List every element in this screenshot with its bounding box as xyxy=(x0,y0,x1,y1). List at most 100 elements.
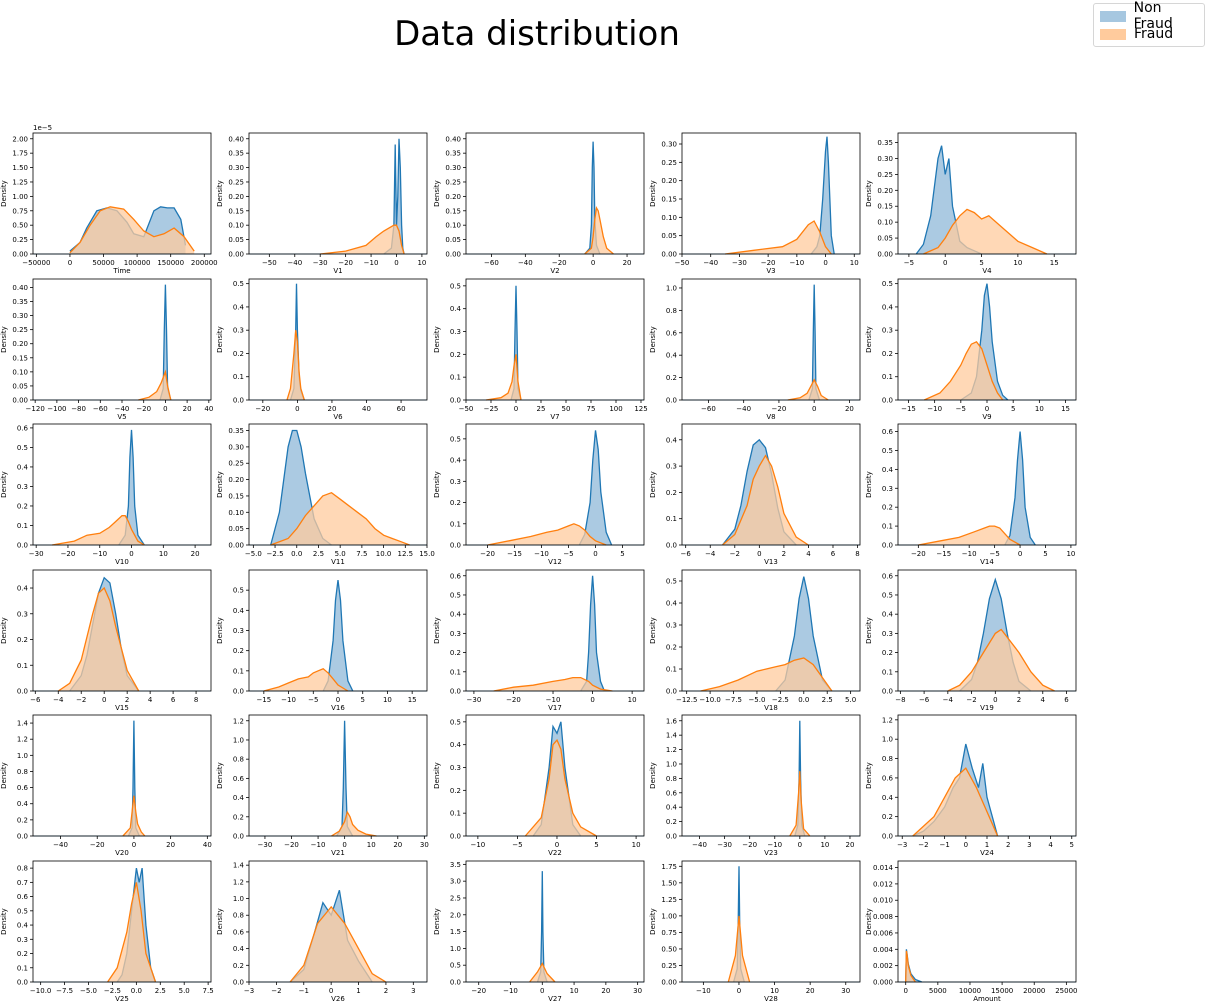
y-tick-label: 2.5 xyxy=(450,894,461,902)
x-tick-label: −1 xyxy=(939,841,949,849)
subplot-v7: −50 −25 0 25 50 75 100 125 0.0 0.1 0.2 0.3 0.4 0.5 V7 D… xyxy=(433,278,648,421)
x-tick-label: 12.5 xyxy=(397,550,413,558)
y-tick-label: 0.2 xyxy=(233,813,244,821)
x-tick-label: −80 xyxy=(71,405,86,413)
x-tick-label: 6 xyxy=(171,696,176,704)
x-tick-label: −30 xyxy=(258,841,273,849)
x-tick-label: −12.5 xyxy=(676,696,697,704)
y-tick-label: 0.1 xyxy=(882,523,893,531)
y-tick-label: 0.1 xyxy=(233,667,244,675)
x-tick-label: −30 xyxy=(313,259,328,267)
x-tick-label: 5 xyxy=(1011,405,1015,413)
density-area-fraud xyxy=(525,740,597,836)
x-tick-label: 3 xyxy=(1027,841,1031,849)
y-tick-label: 1.6 xyxy=(666,717,678,725)
density-line-fraud xyxy=(905,950,916,983)
axis-offset-text: 1e−5 xyxy=(33,124,52,132)
y-tick-label: 0.6 xyxy=(450,572,462,580)
subplot-v13: −6 −4 −2 0 2 4 6 8 0.0 0.1 0.2 0.3 0.4 V13 Density xyxy=(649,423,861,566)
x-tick-label: 25 xyxy=(537,405,546,413)
x-tick-label: 10 xyxy=(1066,550,1075,558)
density-line-fraud xyxy=(923,208,1048,255)
x-tick-label: −5 xyxy=(989,550,999,558)
x-tick-label: −10 xyxy=(503,987,518,995)
x-tick-label: −40 xyxy=(703,259,718,267)
y-tick-label: 1.0 xyxy=(666,284,677,292)
subplot-v20: −40 −20 0 20 40 0.0 0.2 0.4 0.6 0.8 1.0 1.2 1.4 V20 De… xyxy=(0,714,212,857)
y-tick-label: 0.20 xyxy=(228,193,244,201)
x-tick-label: 0 xyxy=(737,987,741,995)
density-area-fraud xyxy=(69,206,195,254)
x-axis-label: V13 xyxy=(764,558,778,566)
x-tick-label: −10 xyxy=(696,987,711,995)
axes-frame xyxy=(465,132,645,255)
x-tick-label: 2 xyxy=(384,987,388,995)
axes-frame xyxy=(32,278,212,401)
y-axis-label: Density xyxy=(865,180,873,207)
y-tick-label: 0.2 xyxy=(666,374,677,382)
x-tick-label: 10 xyxy=(570,987,579,995)
y-tick-label: 0.8 xyxy=(233,912,244,920)
y-tick-label: 0.40 xyxy=(228,135,244,143)
y-tick-label: 0.2 xyxy=(666,644,677,652)
axes-frame xyxy=(681,278,861,401)
x-tick-label: 0 xyxy=(514,405,518,413)
y-tick-label: 1.5 xyxy=(450,928,461,936)
y-tick-label: 0.15 xyxy=(228,207,244,215)
x-tick-label: 3 xyxy=(411,987,415,995)
y-tick-label: 0.20 xyxy=(445,193,461,201)
axes-frame xyxy=(681,423,861,546)
density-line-fraud xyxy=(584,205,614,255)
x-axis-label: V8 xyxy=(766,413,775,421)
y-tick-label: 0.0 xyxy=(450,688,461,696)
y-tick-label: 0.2 xyxy=(17,502,28,510)
density-line-fraud xyxy=(51,515,145,546)
x-tick-label: −4 xyxy=(705,550,716,558)
x-tick-label: −40 xyxy=(53,841,68,849)
x-tick-label: 20000 xyxy=(1023,987,1045,995)
x-tick-label: −10 xyxy=(789,259,804,267)
y-tick-label: 0.35 xyxy=(228,150,244,158)
y-tick-label: 0.30 xyxy=(877,155,893,163)
x-tick-label: 0 xyxy=(823,259,827,267)
y-tick-label: 0.6 xyxy=(882,572,894,580)
x-tick-label: 30 xyxy=(420,841,429,849)
x-tick-label: −40 xyxy=(692,841,707,849)
x-tick-label: 15.0 xyxy=(419,550,435,558)
density-line-non-fraud xyxy=(578,430,613,546)
x-tick-label: −10 xyxy=(281,696,296,704)
x-tick-label: −30 xyxy=(467,696,482,704)
y-tick-label: 1.25 xyxy=(12,178,28,186)
x-tick-label: 75 xyxy=(587,405,596,413)
x-tick-label: −20 xyxy=(552,259,567,267)
x-tick-label: −4 xyxy=(943,696,954,704)
y-axis-label: Density xyxy=(649,180,657,207)
density-area-fraud xyxy=(584,207,614,254)
y-tick-label: 1.75 xyxy=(661,863,677,871)
density-area-non-fraud xyxy=(808,284,820,400)
y-tick-label: 3.0 xyxy=(450,878,461,886)
y-tick-label: 0.3 xyxy=(882,327,893,335)
x-tick-label: 2.5 xyxy=(155,987,166,995)
x-tick-label: −40 xyxy=(287,259,302,267)
density-line-fraud xyxy=(485,354,522,401)
y-tick-label: 0.7 xyxy=(17,879,28,887)
x-tick-label: 0.0 xyxy=(291,550,302,558)
y-tick-label: 0.5 xyxy=(233,280,244,288)
x-tick-label: 0 xyxy=(798,841,802,849)
y-tick-label: 0.012 xyxy=(873,880,893,888)
y-tick-label: 0.00 xyxy=(12,397,28,405)
x-tick-label: −20 xyxy=(506,696,521,704)
y-tick-label: 0.6 xyxy=(666,789,678,797)
y-axis-label: Density xyxy=(433,908,441,935)
x-tick-label: −60 xyxy=(484,259,499,267)
subplot-v15: −6 −4 −2 0 2 4 6 8 0.0 0.1 0.2 0.3 0.4 V15 Density xyxy=(0,569,212,712)
y-tick-label: 0.014 xyxy=(873,864,894,872)
density-line-fraud xyxy=(493,676,613,692)
y-axis-label: Density xyxy=(433,471,441,498)
x-tick-label: −2 xyxy=(271,987,281,995)
y-tick-label: 0.00 xyxy=(661,251,677,259)
x-tick-label: −2 xyxy=(76,696,86,704)
x-tick-label: −8 xyxy=(895,696,905,704)
density-area-non-fraud xyxy=(960,283,1008,400)
